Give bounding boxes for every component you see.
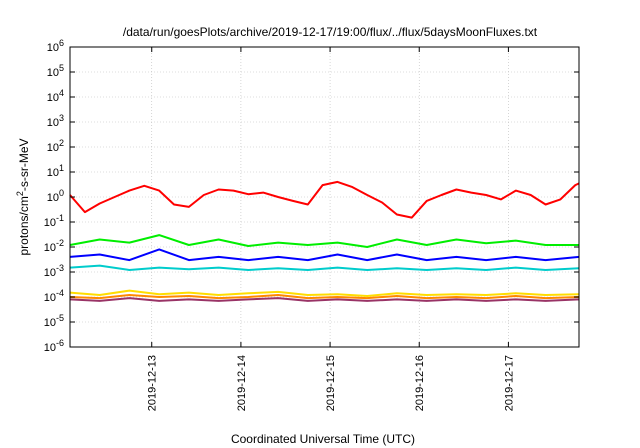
y-axis-title: protons/cm2-s-sr-MeV xyxy=(15,138,31,255)
y-tick-base: 10 xyxy=(47,92,59,104)
y-tick-base: 10 xyxy=(44,217,56,229)
y-tick-label: 10-3 xyxy=(44,263,64,279)
series-line-1 xyxy=(69,180,580,219)
y-tick-exponent: 6 xyxy=(59,38,64,48)
y-tick-base: 10 xyxy=(44,292,56,304)
y-tick-exponent: 2 xyxy=(59,138,64,148)
y-tick-exponent: 1 xyxy=(59,163,64,173)
y-tick-label: 10-4 xyxy=(44,288,64,304)
y-tick-exponent: -2 xyxy=(56,238,64,248)
y-tick-base: 10 xyxy=(44,242,56,254)
series-line-5 xyxy=(69,289,580,297)
x-axis: 2019-12-13 2019-12-14 2019-12-15 2019-12-16… xyxy=(147,47,515,411)
y-axis-title-sup: 2 xyxy=(15,191,25,196)
y-tick-base: 10 xyxy=(44,317,56,329)
y-tick-label: 105 xyxy=(47,63,64,79)
y-tick-label: 101 xyxy=(47,163,64,179)
y-tick-exponent: 4 xyxy=(59,88,64,98)
y-tick-exponent: 0 xyxy=(59,188,64,198)
y-tick-exponent: -3 xyxy=(56,263,64,273)
x-tick-label: 2019-12-13 xyxy=(147,355,159,411)
y-tick-exponent: -5 xyxy=(56,313,64,323)
y-axis-title-suffix: -s-sr-MeV xyxy=(17,138,31,191)
y-tick-base: 10 xyxy=(47,117,59,129)
y-tick-exponent: -6 xyxy=(56,338,64,348)
x-tick-label: 2019-12-14 xyxy=(236,355,248,411)
series-line-6 xyxy=(69,294,580,300)
series-group xyxy=(69,180,580,302)
grid xyxy=(70,47,579,347)
y-tick-label: 10-2 xyxy=(44,238,64,254)
x-axis-title: Coordinated Universal Time (UTC) xyxy=(231,432,415,446)
series-line-7 xyxy=(69,297,580,302)
y-axis: 10-610-510-410-310-210-11001011021031041… xyxy=(44,38,579,354)
y-tick-label: 104 xyxy=(47,88,64,104)
y-tick-exponent: -1 xyxy=(56,213,64,223)
x-tick-label: 2019-12-17 xyxy=(503,355,515,411)
y-tick-exponent: 5 xyxy=(59,63,64,73)
y-tick-base: 10 xyxy=(44,267,56,279)
y-tick-label: 103 xyxy=(47,113,64,129)
series-line-4 xyxy=(69,264,580,271)
x-tick-label: 2019-12-15 xyxy=(325,355,337,411)
series-line-3 xyxy=(69,248,580,262)
y-tick-label: 10-5 xyxy=(44,313,64,329)
y-tick-exponent: -4 xyxy=(56,288,64,298)
y-tick-base: 10 xyxy=(44,342,56,354)
chart-title: /data/run/goesPlots/archive/2019-12-17/1… xyxy=(123,25,538,39)
y-tick-base: 10 xyxy=(47,42,59,54)
series-line-2 xyxy=(69,234,579,248)
y-tick-base: 10 xyxy=(47,192,59,204)
y-tick-label: 100 xyxy=(47,188,64,204)
y-tick-base: 10 xyxy=(47,67,59,79)
y-axis-title-prefix: protons/cm xyxy=(17,196,31,255)
y-tick-base: 10 xyxy=(47,142,59,154)
y-tick-label: 10-6 xyxy=(44,338,64,354)
y-tick-label: 106 xyxy=(47,38,64,54)
x-tick-label: 2019-12-16 xyxy=(414,355,426,411)
y-tick-exponent: 3 xyxy=(59,113,64,123)
y-tick-label: 102 xyxy=(47,138,64,154)
y-tick-base: 10 xyxy=(47,167,59,179)
y-tick-label: 10-1 xyxy=(44,213,64,229)
